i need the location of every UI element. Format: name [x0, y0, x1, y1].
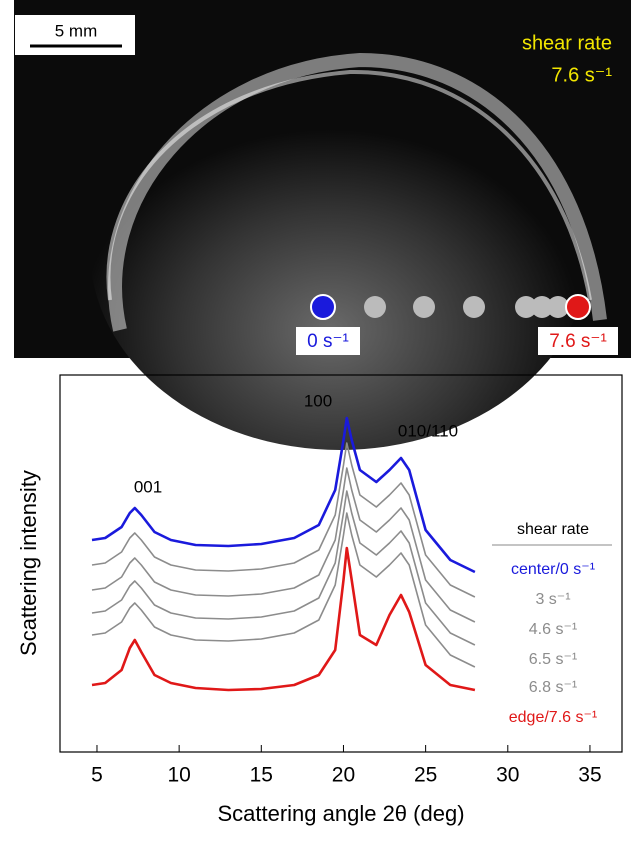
x-tick-label: 5 — [91, 764, 103, 787]
x-tick-label: 30 — [496, 764, 519, 787]
x-axis-label: Scattering angle 2θ (deg) — [217, 801, 464, 826]
sample-edge — [106, 69, 592, 301]
position-marker — [515, 296, 537, 318]
micrograph: 5 mm shear rate 7.6 s⁻¹ 0 s⁻¹ 7.6 s⁻¹ — [14, 0, 631, 450]
sample-edge — [108, 52, 607, 332]
position-marker — [531, 296, 553, 318]
peak-label: 001 — [134, 477, 162, 496]
plot-frame — [59, 374, 623, 753]
center-marker — [310, 294, 336, 320]
x-tick-label: 20 — [332, 764, 355, 787]
series-line — [91, 512, 476, 668]
edge-marker — [565, 294, 591, 320]
series-line — [91, 442, 476, 598]
sample-disc — [90, 50, 590, 450]
scale-bar-label: 5 mm — [55, 21, 98, 40]
legend-title: shear rate — [517, 521, 589, 538]
position-marker — [547, 296, 569, 318]
x-tick-label: 10 — [167, 764, 190, 787]
label-box — [296, 327, 360, 355]
legend-entry: edge/7.6 s⁻¹ — [509, 709, 598, 726]
series-line — [91, 416, 476, 574]
legend-entry: 3 s⁻¹ — [535, 591, 570, 608]
legend-entry: 6.8 s⁻¹ — [529, 679, 577, 696]
legend-entry: 6.5 s⁻¹ — [529, 651, 577, 668]
end-label: 7.6 s⁻¹ — [549, 331, 607, 352]
position-marker — [364, 296, 386, 318]
label-box — [538, 327, 618, 355]
peak-label: 010/110 — [398, 421, 458, 440]
y-axis-label: Scattering intensity — [16, 470, 41, 656]
series-line — [91, 546, 476, 692]
legend-entry: center/0 s⁻¹ — [511, 561, 595, 578]
series-line — [91, 490, 476, 646]
x-tick-label: 25 — [414, 764, 437, 787]
series-line — [91, 467, 476, 623]
shear-label: shear rate — [522, 32, 612, 54]
scale-bar-box — [15, 15, 135, 55]
position-marker — [413, 296, 435, 318]
position-marker — [463, 296, 485, 318]
shear-value: 7.6 s⁻¹ — [551, 64, 612, 86]
start-label: 0 s⁻¹ — [307, 331, 349, 352]
x-tick-label: 15 — [250, 764, 273, 787]
legend-entry: 4.6 s⁻¹ — [529, 621, 577, 638]
x-tick-label: 35 — [578, 764, 601, 787]
peak-label: 100 — [304, 391, 332, 410]
